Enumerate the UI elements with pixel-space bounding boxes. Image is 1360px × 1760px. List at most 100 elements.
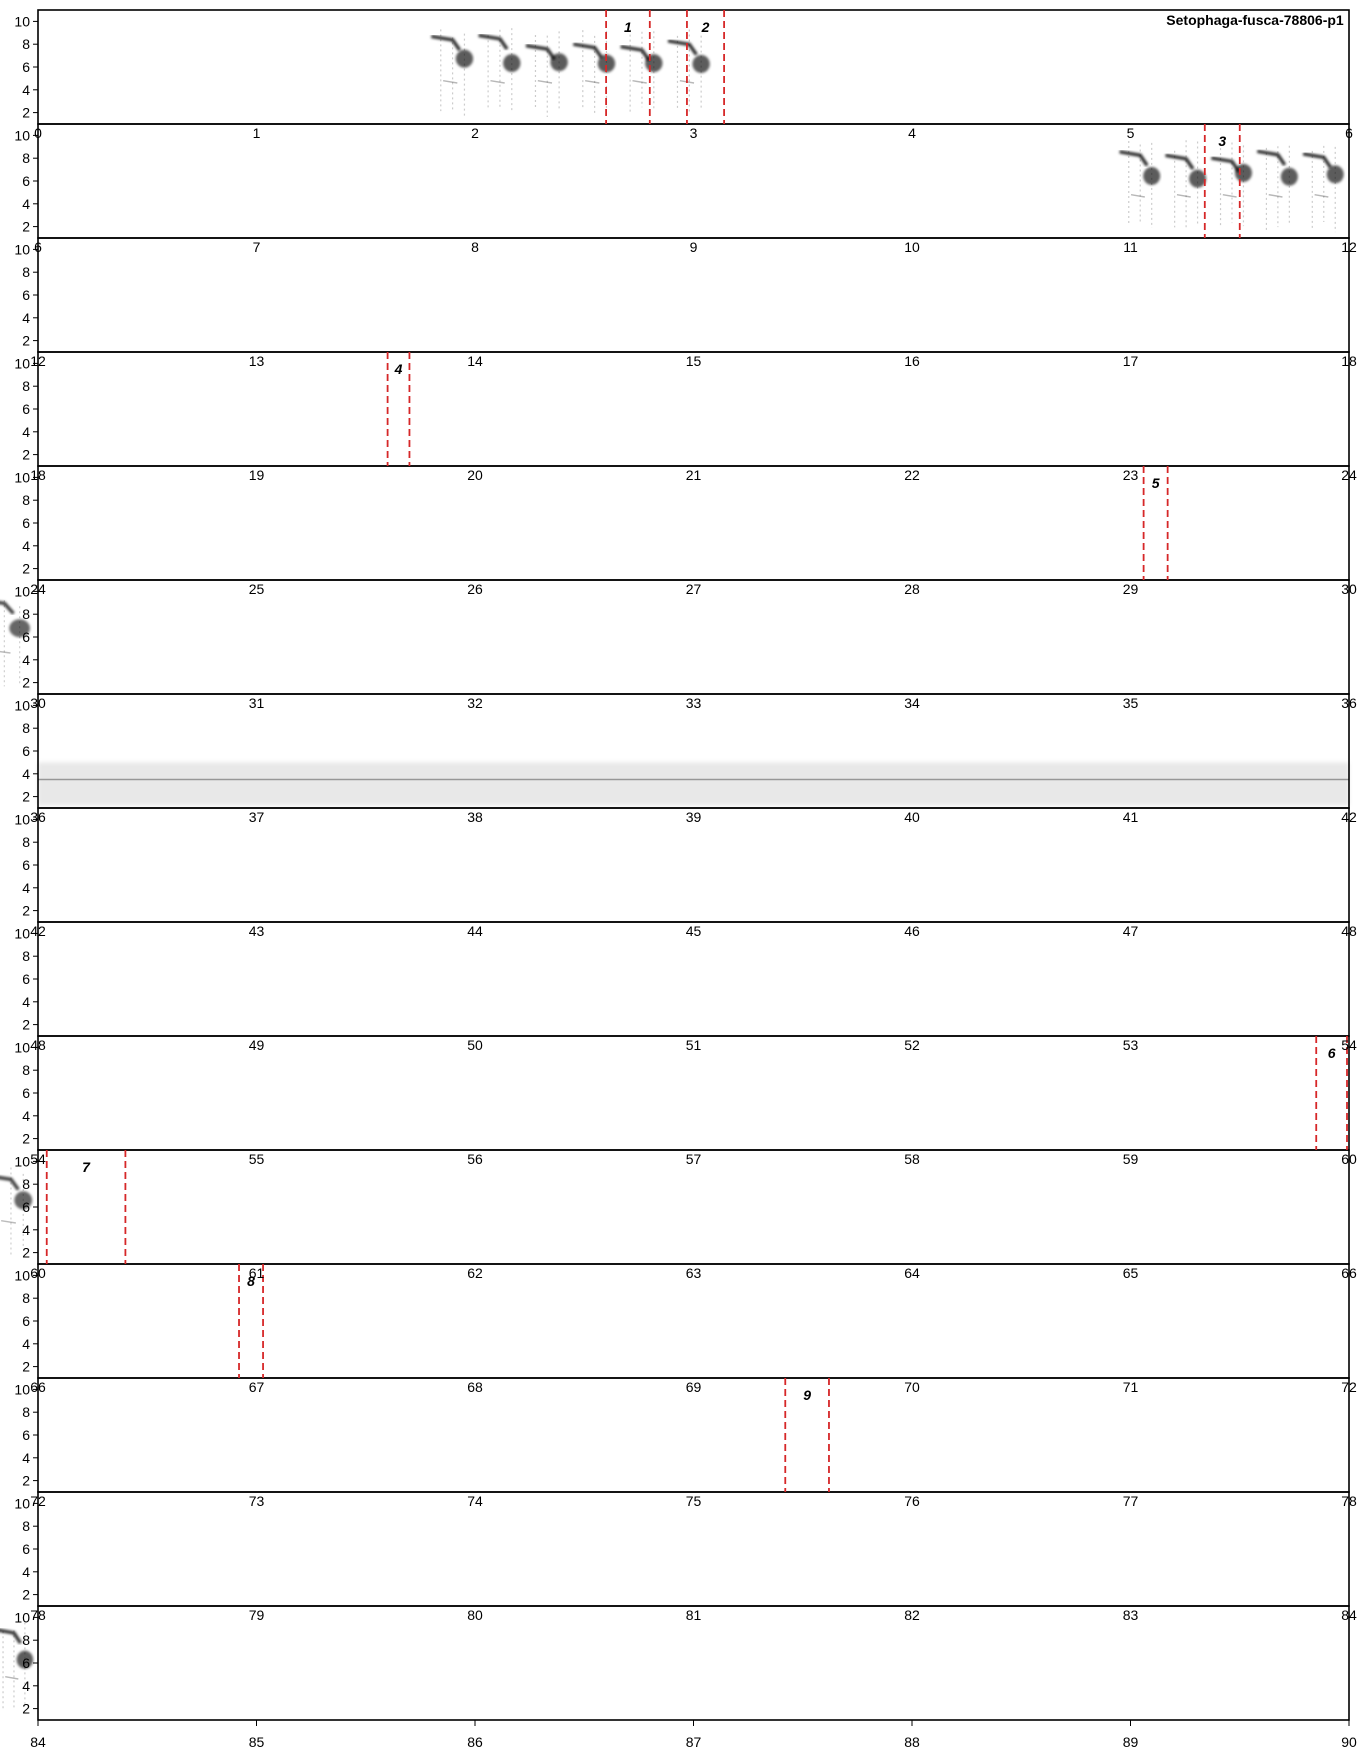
y-tick-label: 4 xyxy=(22,766,30,782)
x-tick-label: 45 xyxy=(686,923,702,939)
y-tick-label: 4 xyxy=(22,1564,30,1580)
syllable-blob xyxy=(597,54,616,73)
y-tick-label: 6 xyxy=(22,857,30,873)
x-tick-label: 5 xyxy=(1127,125,1135,141)
x-tick-label: 51 xyxy=(686,1037,702,1053)
x-tick-label: 84 xyxy=(1341,1607,1357,1623)
y-tick-label: 6 xyxy=(22,401,30,417)
x-tick-label: 53 xyxy=(1123,1037,1139,1053)
x-tick-label: 48 xyxy=(30,1037,46,1053)
syllable xyxy=(1211,156,1241,173)
x-tick-label: 78 xyxy=(30,1607,46,1623)
annotation-label: 5 xyxy=(1152,475,1160,491)
syllable-trace xyxy=(1222,193,1237,198)
y-tick-label: 10 xyxy=(14,13,30,29)
syllable-blob xyxy=(1326,165,1344,184)
x-tick-label: 10 xyxy=(904,239,920,255)
y-tick-label: 2 xyxy=(22,447,30,463)
syllable-trace xyxy=(1314,193,1329,198)
x-tick-label: 20 xyxy=(467,467,483,483)
syllable xyxy=(1302,152,1333,169)
x-tick-label: 65 xyxy=(1123,1265,1139,1281)
y-tick-label: 6 xyxy=(22,173,30,189)
y-tick-label: 4 xyxy=(22,1222,30,1238)
syllable-trace xyxy=(632,79,647,84)
x-tick-label: 85 xyxy=(249,1734,265,1750)
x-tick-label: 31 xyxy=(249,695,265,711)
syllable xyxy=(620,44,651,62)
noise-band xyxy=(38,762,1349,806)
syllable xyxy=(1256,149,1287,166)
x-tick-label: 64 xyxy=(904,1265,920,1281)
x-tick-label: 28 xyxy=(904,581,920,597)
annotation-label: 9 xyxy=(803,1387,811,1403)
x-tick-label: 59 xyxy=(1123,1151,1139,1167)
annotation-label: 6 xyxy=(1328,1045,1336,1061)
y-tick-label: 4 xyxy=(22,1450,30,1466)
y-tick-label: 2 xyxy=(22,561,30,577)
y-tick-label: 10 xyxy=(14,1609,30,1625)
y-tick-label: 10 xyxy=(14,697,30,713)
x-tick-label: 52 xyxy=(904,1037,920,1053)
syllable-blob xyxy=(503,54,521,73)
y-tick-label: 2 xyxy=(22,1245,30,1261)
syllable-trace xyxy=(5,1675,19,1680)
annotation-label: 7 xyxy=(82,1159,91,1175)
x-tick-label: 84 xyxy=(30,1734,46,1750)
syllable-blob xyxy=(645,54,663,73)
syllable-blob xyxy=(14,1191,33,1210)
x-tick-label: 25 xyxy=(249,581,265,597)
row-frame xyxy=(37,1377,1350,1493)
y-tick-label: 2 xyxy=(22,1587,30,1603)
syllable-trace xyxy=(1268,193,1283,198)
x-tick-label: 29 xyxy=(1123,581,1139,597)
y-tick-label: 2 xyxy=(22,1473,30,1489)
y-tick-label: 6 xyxy=(22,971,30,987)
y-tick-label: 10 xyxy=(14,127,30,143)
x-tick-label: 32 xyxy=(467,695,483,711)
y-tick-label: 2 xyxy=(22,1131,30,1147)
x-tick-label: 15 xyxy=(686,353,702,369)
x-tick-label: 86 xyxy=(467,1734,483,1750)
row-frame xyxy=(37,1263,1350,1379)
x-tick-label: 40 xyxy=(904,809,920,825)
x-tick-label: 3 xyxy=(690,125,698,141)
y-tick-label: 2 xyxy=(22,1359,30,1375)
syllable xyxy=(478,33,509,51)
x-tick-label: 82 xyxy=(904,1607,920,1623)
syllable-blob xyxy=(455,49,474,68)
y-tick-label: 10 xyxy=(14,1039,30,1055)
syllable-blob xyxy=(550,53,568,72)
y-tick-label: 4 xyxy=(22,1678,30,1694)
syllable-trace xyxy=(0,650,11,654)
syllable xyxy=(525,43,556,61)
x-tick-label: 6 xyxy=(1345,125,1353,141)
y-tick-label: 2 xyxy=(22,333,30,349)
y-tick-label: 4 xyxy=(22,310,30,326)
x-tick-label: 75 xyxy=(686,1493,702,1509)
x-tick-label: 49 xyxy=(249,1037,265,1053)
x-tick-label: 54 xyxy=(1341,1037,1357,1053)
x-tick-label: 58 xyxy=(904,1151,920,1167)
x-tick-label: 8 xyxy=(471,239,479,255)
y-tick-label: 8 xyxy=(22,834,30,850)
y-tick-label: 10 xyxy=(14,355,30,371)
x-tick-label: 16 xyxy=(904,353,920,369)
y-tick-label: 6 xyxy=(22,1199,30,1215)
x-tick-label: 71 xyxy=(1123,1379,1139,1395)
y-tick-label: 4 xyxy=(22,994,30,1010)
y-tick-label: 6 xyxy=(22,1313,30,1329)
x-tick-label: 30 xyxy=(30,695,46,711)
syllable-blob xyxy=(1234,163,1252,182)
x-tick-label: 77 xyxy=(1123,1493,1139,1509)
row-frame xyxy=(37,1149,1350,1265)
x-tick-label: 67 xyxy=(249,1379,265,1395)
y-tick-label: 2 xyxy=(22,105,30,121)
x-tick-label: 72 xyxy=(30,1493,46,1509)
row-frame xyxy=(37,351,1350,467)
x-tick-label: 90 xyxy=(1341,1734,1357,1750)
y-tick-label: 2 xyxy=(22,903,30,919)
y-tick-label: 2 xyxy=(22,1701,30,1717)
syllable-blob xyxy=(9,619,30,638)
